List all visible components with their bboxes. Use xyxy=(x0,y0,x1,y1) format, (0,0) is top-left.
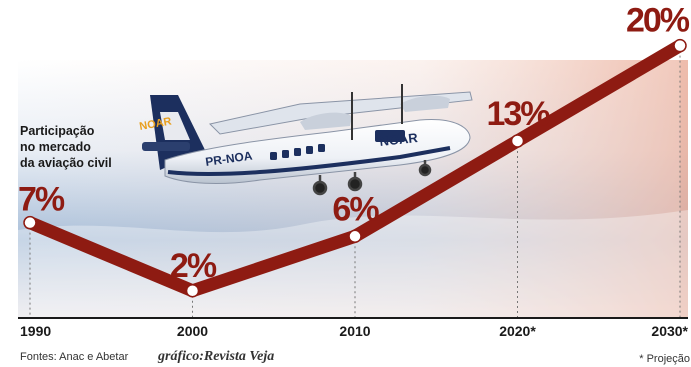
drop-lines xyxy=(29,45,681,318)
data-point-2010 xyxy=(348,229,362,244)
airplane-tail-logo: NOAR xyxy=(138,116,172,133)
data-point-2030 xyxy=(673,38,687,53)
airplane-engine-left xyxy=(300,112,352,130)
data-points xyxy=(23,38,687,298)
airplane-windows xyxy=(270,144,325,160)
value-labels: 7% 2% 6% 13% 20% xyxy=(18,2,691,285)
x-tick-label-2000: 2000 xyxy=(177,323,208,339)
y-description: Participação no mercado da aviação civil xyxy=(20,124,112,170)
value-label-1990: 7% xyxy=(18,181,65,219)
airplane-cockpit-window xyxy=(375,130,405,142)
data-point-2000 xyxy=(185,284,200,298)
x-tick-label-2010: 2010 xyxy=(339,323,370,339)
projection-note: * Projeção xyxy=(639,353,690,365)
value-label-2030: 20% xyxy=(626,2,690,40)
airplane-propellers xyxy=(351,84,403,140)
airplane-registration: PR-NOA xyxy=(204,148,253,168)
airplane-tailplane xyxy=(142,142,190,151)
side-label-line-2: no mercado xyxy=(20,140,91,154)
airplane-landing-gear xyxy=(312,160,432,196)
side-label-line-1: Participação xyxy=(20,124,95,138)
x-tick-label-2030: 2030* xyxy=(651,323,688,339)
sources-label: Fontes: Anac e Abetar xyxy=(20,351,129,363)
credit-label: gráfico:Revista Veja xyxy=(157,349,274,364)
airplane-illustration: PR-NOA NOAR NOAR xyxy=(138,84,473,196)
airplane-logo: NOAR xyxy=(379,130,419,149)
value-label-2000: 2% xyxy=(170,247,217,285)
x-axis-ticks: 1990 2000 2010 2020* 2030* xyxy=(20,323,689,339)
x-tick-label-2020: 2020* xyxy=(499,323,536,339)
side-label-line-3: da aviação civil xyxy=(20,156,112,170)
data-point-2020 xyxy=(510,134,525,148)
x-tick-label-1990: 1990 xyxy=(20,323,51,339)
data-point-1990 xyxy=(23,215,37,230)
area-fill xyxy=(30,45,680,318)
airplane-tail-stripe xyxy=(160,112,190,140)
airplane-engine-right xyxy=(400,95,450,112)
area-under-line xyxy=(30,45,680,318)
airplane-stripe xyxy=(167,146,451,177)
value-label-2010: 6% xyxy=(332,190,379,228)
value-label-2020: 13% xyxy=(486,95,550,133)
